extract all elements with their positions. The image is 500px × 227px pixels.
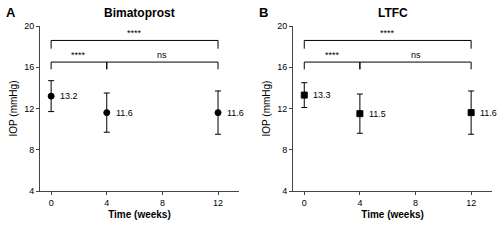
svg-text:13.3: 13.3 [313,90,331,100]
svg-text:16: 16 [277,62,287,72]
svg-text:LTFC: LTFC [378,6,408,20]
svg-text:20: 20 [24,21,34,31]
svg-text:ns: ns [157,50,167,60]
svg-text:8: 8 [160,198,165,208]
svg-text:4: 4 [282,186,287,196]
svg-text:12: 12 [277,104,287,114]
svg-text:****: **** [380,28,395,38]
svg-text:****: **** [71,50,86,60]
svg-text:Time (weeks): Time (weeks) [361,209,424,220]
svg-text:IOP (mmHg): IOP (mmHg) [261,81,272,137]
svg-text:11.6: 11.6 [227,108,244,118]
svg-text:12: 12 [213,198,223,208]
svg-text:20: 20 [277,21,287,31]
svg-text:16: 16 [24,62,34,72]
svg-text:Bimatoprost: Bimatoprost [104,6,175,20]
svg-text:A: A [6,5,16,20]
svg-text:13.2: 13.2 [60,91,78,101]
svg-text:8: 8 [413,198,418,208]
svg-text:11.6: 11.6 [116,108,133,118]
svg-text:Time (weeks): Time (weeks) [108,209,171,220]
svg-text:B: B [259,5,268,20]
svg-text:4: 4 [357,198,362,208]
svg-text:4: 4 [104,198,109,208]
svg-text:11.5: 11.5 [369,109,386,119]
svg-text:8: 8 [282,145,287,155]
svg-text:12: 12 [466,198,476,208]
svg-text:12: 12 [24,104,34,114]
svg-text:IOP (mmHg): IOP (mmHg) [8,81,19,137]
svg-text:****: **** [127,28,142,38]
svg-text:8: 8 [29,145,34,155]
svg-text:****: **** [325,50,340,60]
svg-text:11.6: 11.6 [480,108,497,118]
svg-text:0: 0 [49,198,54,208]
svg-text:4: 4 [29,186,34,196]
svg-text:0: 0 [302,198,307,208]
svg-text:ns: ns [411,50,421,60]
